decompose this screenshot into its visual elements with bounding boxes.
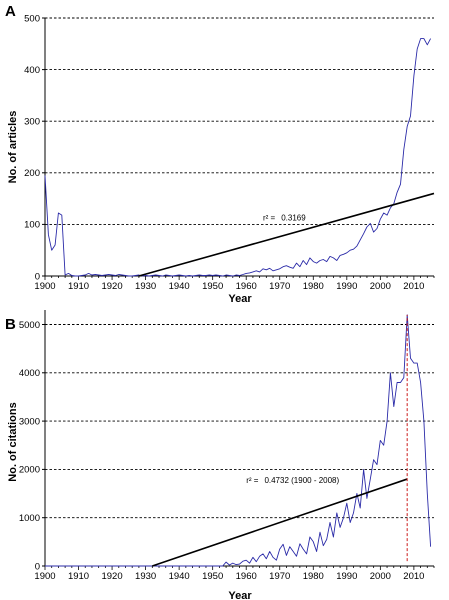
b-x-tick-label-2000: 2000 — [370, 571, 391, 582]
a-x-tick-label-1900: 1900 — [34, 281, 55, 292]
a-x-tick-label-1970: 1970 — [269, 281, 290, 292]
b-r2-label: r² = — [246, 476, 259, 485]
b-y-tick-label-1000: 1000 — [19, 513, 40, 524]
a-x-tick-label-1990: 1990 — [336, 281, 357, 292]
panel-a-x-ticks: 1900 1910 1920 1930 1940 1950 1960 1970 1980 1990… — [34, 276, 435, 292]
b-r2-value: 0.4732 (1900 - 2008) — [264, 476, 339, 485]
b-x-tick-label-1930: 1930 — [135, 571, 156, 582]
a-series-line-0 — [44, 38, 431, 277]
panel-a-x-axis-title: Year — [228, 293, 252, 305]
panel-b-annotations: r² = 0.4732 (1900 - 2008) — [246, 476, 339, 485]
panel-b-series — [45, 314, 432, 567]
panel-b-chart: B 0 1000 2000 3000 4000 5000 1900 1910 1920 1930… — [5, 310, 435, 600]
b-x-tick-label-1960: 1960 — [236, 571, 257, 582]
a-r2-annotation: r² = 0.3169 — [263, 213, 306, 222]
a-x-tick-label-1940: 1940 — [169, 281, 190, 292]
b-series-line-0 — [45, 314, 432, 567]
b-x-tick-label-1940: 1940 — [169, 571, 190, 582]
a-x-tick-label-1960: 1960 — [236, 281, 257, 292]
b-x-tick-label-1950: 1950 — [202, 571, 223, 582]
b-x-tick-label-1970: 1970 — [269, 571, 290, 582]
b-y-tick-label-3000: 3000 — [19, 416, 40, 427]
a-y-tick-label-100: 100 — [24, 220, 40, 231]
b-x-tick-label-1920: 1920 — [101, 571, 122, 582]
b-y-tick-label-5000: 5000 — [19, 320, 40, 331]
a-x-tick-label-1920: 1920 — [101, 281, 122, 292]
a-trendline-line — [138, 192, 435, 277]
panel-b-y-axis-title: No. of citations — [7, 402, 19, 481]
a-y-tick-label-0: 0 — [35, 271, 40, 282]
panel-a-letter: A — [5, 3, 16, 20]
panel-b-letter: B — [5, 316, 16, 333]
a-x-tick-label-2010: 2010 — [403, 281, 424, 292]
b-x-tick-label-2010: 2010 — [403, 571, 424, 582]
a-y-tick-label-200: 200 — [24, 168, 40, 179]
a-x-tick-label-2000: 2000 — [370, 281, 391, 292]
b-x-tick-label-1910: 1910 — [68, 571, 89, 582]
panel-a-y-axis-title: No. of articles — [7, 111, 19, 184]
panel-b-y-ticks: 0 1000 2000 3000 4000 5000 — [19, 320, 45, 572]
b-y-tick-label-0: 0 — [35, 561, 40, 572]
a-x-tick-label-1910: 1910 — [68, 281, 89, 292]
a-r2-value: 0.3169 — [281, 213, 306, 222]
b-x-tick-label-1990: 1990 — [336, 571, 357, 582]
a-y-tick-label-400: 400 — [24, 65, 40, 76]
a-x-tick-label-1930: 1930 — [135, 281, 156, 292]
panel-a-gridlines — [45, 17, 434, 225]
b-x-tick-label-1980: 1980 — [303, 571, 324, 582]
panel-b-trendline — [152, 478, 408, 567]
panel-a-annotations: r² = 0.3169 — [263, 213, 306, 222]
b-x-tick-label-1900: 1900 — [34, 571, 55, 582]
panel-a-series — [44, 38, 431, 277]
panel-b-gridlines — [45, 324, 434, 519]
a-x-tick-label-1950: 1950 — [202, 281, 223, 292]
panel-b-axes — [44, 310, 434, 567]
panel-b-x-axis-title: Year — [228, 590, 252, 600]
b-y-tick-label-2000: 2000 — [19, 465, 40, 476]
a-r2-label: r² = — [263, 213, 276, 222]
a-x-tick-label-1980: 1980 — [303, 281, 324, 292]
panel-a-axes — [44, 18, 434, 277]
panel-a-y-ticks: 0 100 200 300 400 500 — [24, 13, 45, 282]
b-trendline-line — [152, 478, 408, 567]
b-r2-annotation: r² = 0.4732 (1900 - 2008) — [246, 476, 339, 485]
panel-a-trendline — [138, 192, 435, 277]
b-y-tick-label-4000: 4000 — [19, 368, 40, 379]
a-y-tick-label-500: 500 — [24, 13, 40, 24]
a-y-tick-label-300: 300 — [24, 117, 40, 128]
panel-b-x-ticks: 1900 1910 1920 1930 1940 1950 1960 1970 1980 1990… — [34, 566, 435, 582]
